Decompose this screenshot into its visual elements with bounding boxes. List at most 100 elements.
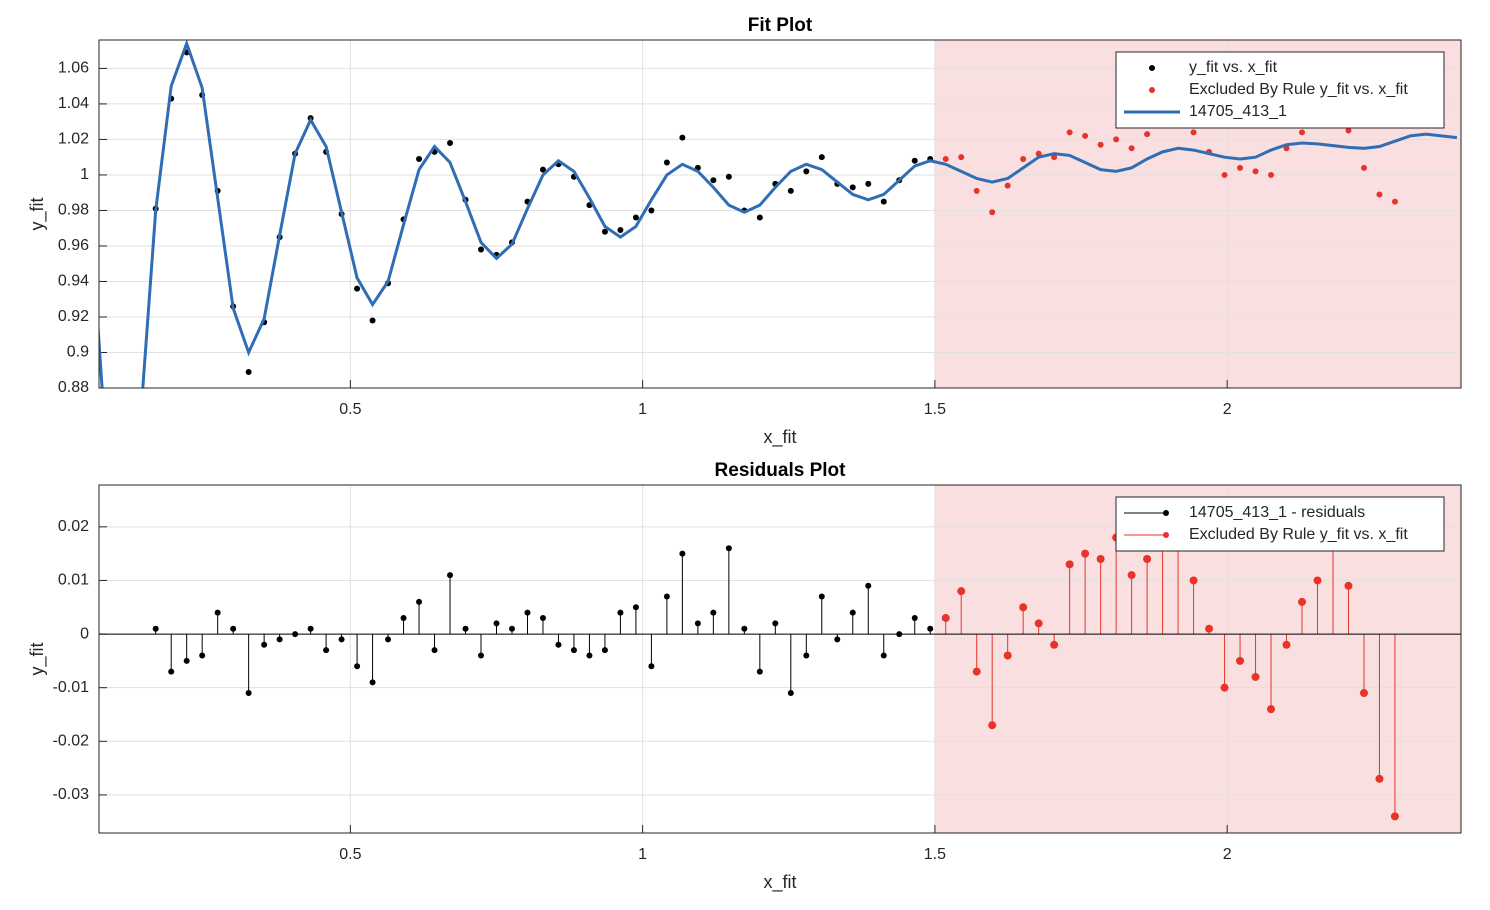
- stem-marker: [400, 614, 407, 621]
- y-tick-label: 0.01: [58, 572, 89, 589]
- legend-label: Excluded By Rule y_fit vs. x_fit: [1189, 81, 1408, 98]
- x-tick-label: 0.5: [339, 401, 361, 418]
- y-tick-label: 0: [80, 625, 89, 642]
- stem-marker: [601, 647, 608, 654]
- y-tick-label: 0.88: [58, 379, 89, 396]
- x-tick-label: 2: [1223, 846, 1232, 863]
- stem-marker: [632, 604, 639, 611]
- stem-marker: [183, 657, 190, 664]
- stem-marker: [941, 613, 950, 622]
- stem-marker: [323, 647, 330, 654]
- legend-label: 14705_413_1: [1189, 103, 1287, 120]
- stem-marker: [988, 721, 997, 730]
- stem-marker: [1205, 624, 1214, 633]
- data-point: [416, 155, 423, 162]
- stem-marker: [539, 614, 546, 621]
- stem-marker: [1236, 656, 1245, 665]
- x-tick-label: 1.5: [924, 401, 946, 418]
- stem-marker: [756, 668, 763, 675]
- x-tick-label: 1.5: [924, 846, 946, 863]
- stem-marker: [741, 625, 748, 632]
- data-point: [1190, 129, 1197, 136]
- data-point: [632, 214, 639, 221]
- stem-marker: [927, 625, 934, 632]
- data-point: [1252, 168, 1259, 175]
- stem-marker: [648, 663, 655, 670]
- data-point: [787, 187, 794, 194]
- stem-marker: [478, 652, 485, 659]
- stem-marker: [416, 598, 423, 605]
- stem-marker: [725, 545, 732, 552]
- stem-marker: [1313, 576, 1322, 585]
- data-point: [1020, 155, 1027, 162]
- stem-marker: [710, 609, 717, 616]
- y-tick-label: 0.92: [58, 308, 89, 325]
- data-point: [1391, 198, 1398, 205]
- stem-marker: [1019, 603, 1028, 612]
- stem-marker: [1189, 576, 1198, 585]
- data-point: [865, 180, 872, 187]
- stem-marker: [199, 652, 206, 659]
- y-tick-label: 1.02: [58, 131, 89, 148]
- axes: 0.5 1 1.5 2 0.88 0.9 0.92 0.94 0.96 0.98 1 1.02 1.04…: [27, 15, 1462, 448]
- stem-marker: [818, 593, 825, 600]
- stem-marker: [1375, 774, 1384, 783]
- x-tick-label: 1: [638, 401, 647, 418]
- stem-marker: [168, 668, 175, 675]
- stem-marker: [911, 614, 918, 621]
- stem-marker: [369, 679, 376, 686]
- data-point: [447, 139, 454, 146]
- stem-marker: [849, 609, 856, 616]
- data-point: [1082, 132, 1089, 139]
- stem-marker: [245, 690, 252, 697]
- legend-swatch: [1149, 65, 1155, 71]
- data-point: [1097, 141, 1104, 148]
- axes-frame: [98, 484, 1462, 834]
- y-tick-label: 0.98: [58, 202, 89, 219]
- y-tick-label: 1: [80, 166, 89, 183]
- legend: y_fit vs. x_fit Excluded By Rule y_fit vs…: [1115, 51, 1445, 129]
- stem-marker: [261, 641, 268, 648]
- stem-marker: [972, 667, 981, 676]
- data-point: [818, 154, 825, 161]
- legend-label: 14705_413_1 - residuals: [1189, 504, 1365, 521]
- stem-marker: [679, 550, 686, 557]
- legend-swatch: [1149, 87, 1155, 93]
- x-axis-label: x_fit: [763, 427, 796, 448]
- stem-marker: [354, 663, 361, 670]
- chart-title: Fit Plot: [748, 15, 813, 36]
- data-point: [803, 168, 810, 175]
- data-point: [679, 134, 686, 141]
- stem-marker: [276, 636, 283, 643]
- stem-marker: [570, 647, 577, 654]
- x-tick-label: 1: [638, 846, 647, 863]
- stem-marker: [1251, 672, 1260, 681]
- stem-marker: [338, 636, 345, 643]
- stem-marker: [1267, 705, 1276, 714]
- y-tick-label: -0.02: [53, 733, 90, 750]
- stem-marker: [663, 593, 670, 600]
- y-tick-label: -0.03: [53, 786, 90, 803]
- data-point: [942, 155, 949, 162]
- legend-swatch: [1163, 510, 1169, 516]
- data-point: [648, 207, 655, 214]
- stem-marker: [617, 609, 624, 616]
- data-point: [663, 159, 670, 166]
- data-point: [1066, 129, 1073, 136]
- stem-marker: [1127, 571, 1136, 580]
- data-point: [354, 285, 361, 292]
- stem-marker: [787, 690, 794, 697]
- axes: 0.5 1 1.5 2 -0.03 -0.02 -0.01 0 0.01 0.02 Residual…: [27, 460, 1462, 893]
- data-point: [369, 317, 376, 324]
- stem-marker: [1065, 560, 1074, 569]
- data-point: [1113, 136, 1120, 143]
- data-point: [958, 154, 965, 161]
- stem-marker: [1143, 554, 1152, 563]
- stem-marker: [1081, 549, 1090, 558]
- data-point: [973, 187, 980, 194]
- stem-marker: [865, 582, 872, 589]
- legend-label: Excluded By Rule y_fit vs. x_fit: [1189, 526, 1408, 543]
- y-tick-label: 0.9: [67, 344, 89, 361]
- data-point: [1376, 191, 1383, 198]
